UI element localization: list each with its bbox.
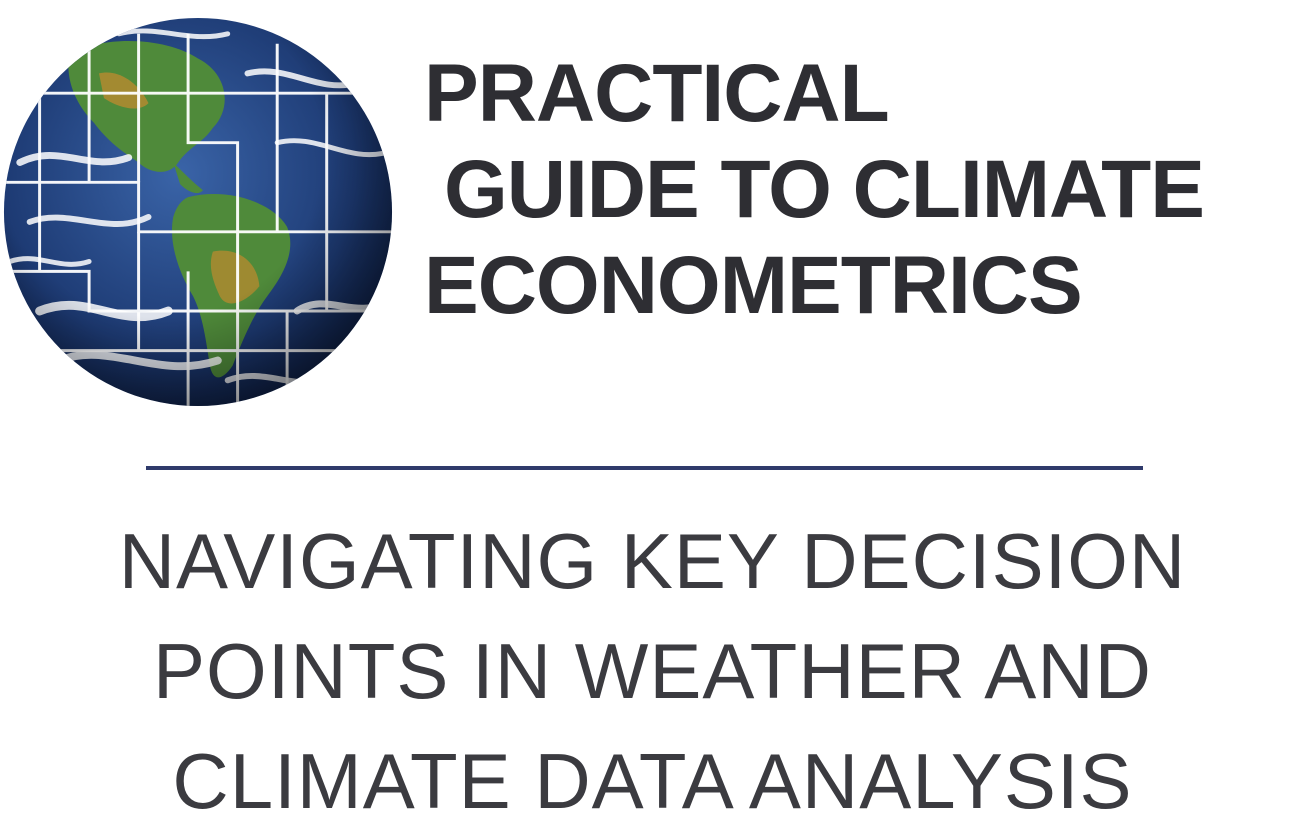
title-line-2: GUIDE TO CLIMATE [444,144,1205,235]
title-line-1: PRACTICAL [424,48,890,139]
book-subtitle: NAVIGATING KEY DECISION POINTS IN WEATHE… [0,506,1305,836]
subtitle-line-2: POINTS IN WEATHER AND [153,627,1152,715]
subtitle-line-3: CLIMATE DATA ANALYSIS [172,737,1133,825]
book-title: PRACTICAL GUIDE TO CLIMATE ECONOMETRICS [424,46,1205,334]
title-line-3: ECONOMETRICS [424,240,1083,331]
earth-globe-icon [3,17,393,407]
subtitle-line-1: NAVIGATING KEY DECISION [118,517,1187,605]
title-divider [146,466,1143,470]
